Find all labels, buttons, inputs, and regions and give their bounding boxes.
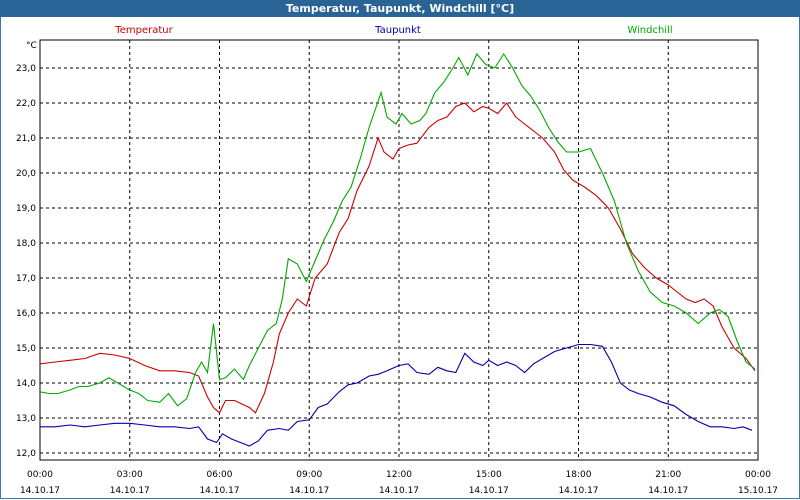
y-tick-label: 23,0 bbox=[16, 64, 36, 74]
x-tick-date: 14.10.17 bbox=[289, 486, 329, 496]
legend-temperatur: Temperatur bbox=[114, 25, 173, 36]
x-tick-date: 14.10.17 bbox=[558, 486, 598, 496]
y-tick-label: 12,0 bbox=[16, 449, 36, 459]
y-axis-unit: °C bbox=[26, 41, 37, 51]
y-tick-label: 13,0 bbox=[16, 414, 36, 424]
x-tick-time: 21:00 bbox=[655, 470, 681, 480]
x-tick-date: 14.10.17 bbox=[110, 486, 150, 496]
x-tick-date: 14.10.17 bbox=[379, 486, 419, 496]
x-tick-time: 03:00 bbox=[117, 470, 143, 480]
y-tick-label: 14,0 bbox=[16, 379, 36, 389]
x-tick-date: 14.10.17 bbox=[199, 486, 239, 496]
series-line-taupunkt bbox=[40, 343, 753, 447]
legend-taupunkt: Taupunkt bbox=[374, 25, 421, 36]
y-tick-label: 22,0 bbox=[16, 99, 36, 109]
legend: Temperatur Taupunkt Windchill bbox=[114, 25, 672, 36]
gridlines bbox=[40, 40, 758, 460]
x-tick-date: 14.10.17 bbox=[648, 486, 688, 496]
series-lines bbox=[39, 52, 756, 447]
y-tick-label: 20,0 bbox=[16, 169, 36, 179]
x-tick-time: 00:00 bbox=[745, 470, 771, 480]
x-tick-time: 06:00 bbox=[207, 470, 233, 480]
y-tick-label: 16,0 bbox=[16, 309, 36, 319]
x-axis-ticks: 00:00 14.10.17 03:00 14.10.17 06:00 14.10.17 0… bbox=[20, 470, 778, 496]
y-tick-label: 15,0 bbox=[16, 344, 36, 354]
legend-windchill: Windchill bbox=[627, 25, 672, 36]
series-line-windchill bbox=[39, 52, 756, 407]
x-tick-time: 18:00 bbox=[566, 470, 592, 480]
x-tick-time: 15:00 bbox=[476, 470, 502, 480]
y-axis-ticks: 12,0 13,0 14,0 15,0 16,0 17,0 18,0 19,0 20,0 21,0… bbox=[16, 64, 36, 459]
series-line-temperatur bbox=[39, 102, 756, 414]
y-tick-label: 18,0 bbox=[16, 239, 36, 249]
x-tick-date: 14.10.17 bbox=[20, 486, 60, 496]
x-tick-time: 00:00 bbox=[27, 470, 53, 480]
x-tick-date: 14.10.17 bbox=[469, 486, 509, 496]
y-tick-label: 21,0 bbox=[16, 134, 36, 144]
x-tick-date: 15.10.17 bbox=[738, 486, 778, 496]
x-tick-time: 12:00 bbox=[386, 470, 412, 480]
window-title: Temperatur, Taupunkt, Windchill [°C] bbox=[0, 0, 800, 17]
x-tick-time: 09:00 bbox=[296, 470, 322, 480]
y-tick-label: 19,0 bbox=[16, 204, 36, 214]
y-tick-label: 17,0 bbox=[16, 274, 36, 284]
